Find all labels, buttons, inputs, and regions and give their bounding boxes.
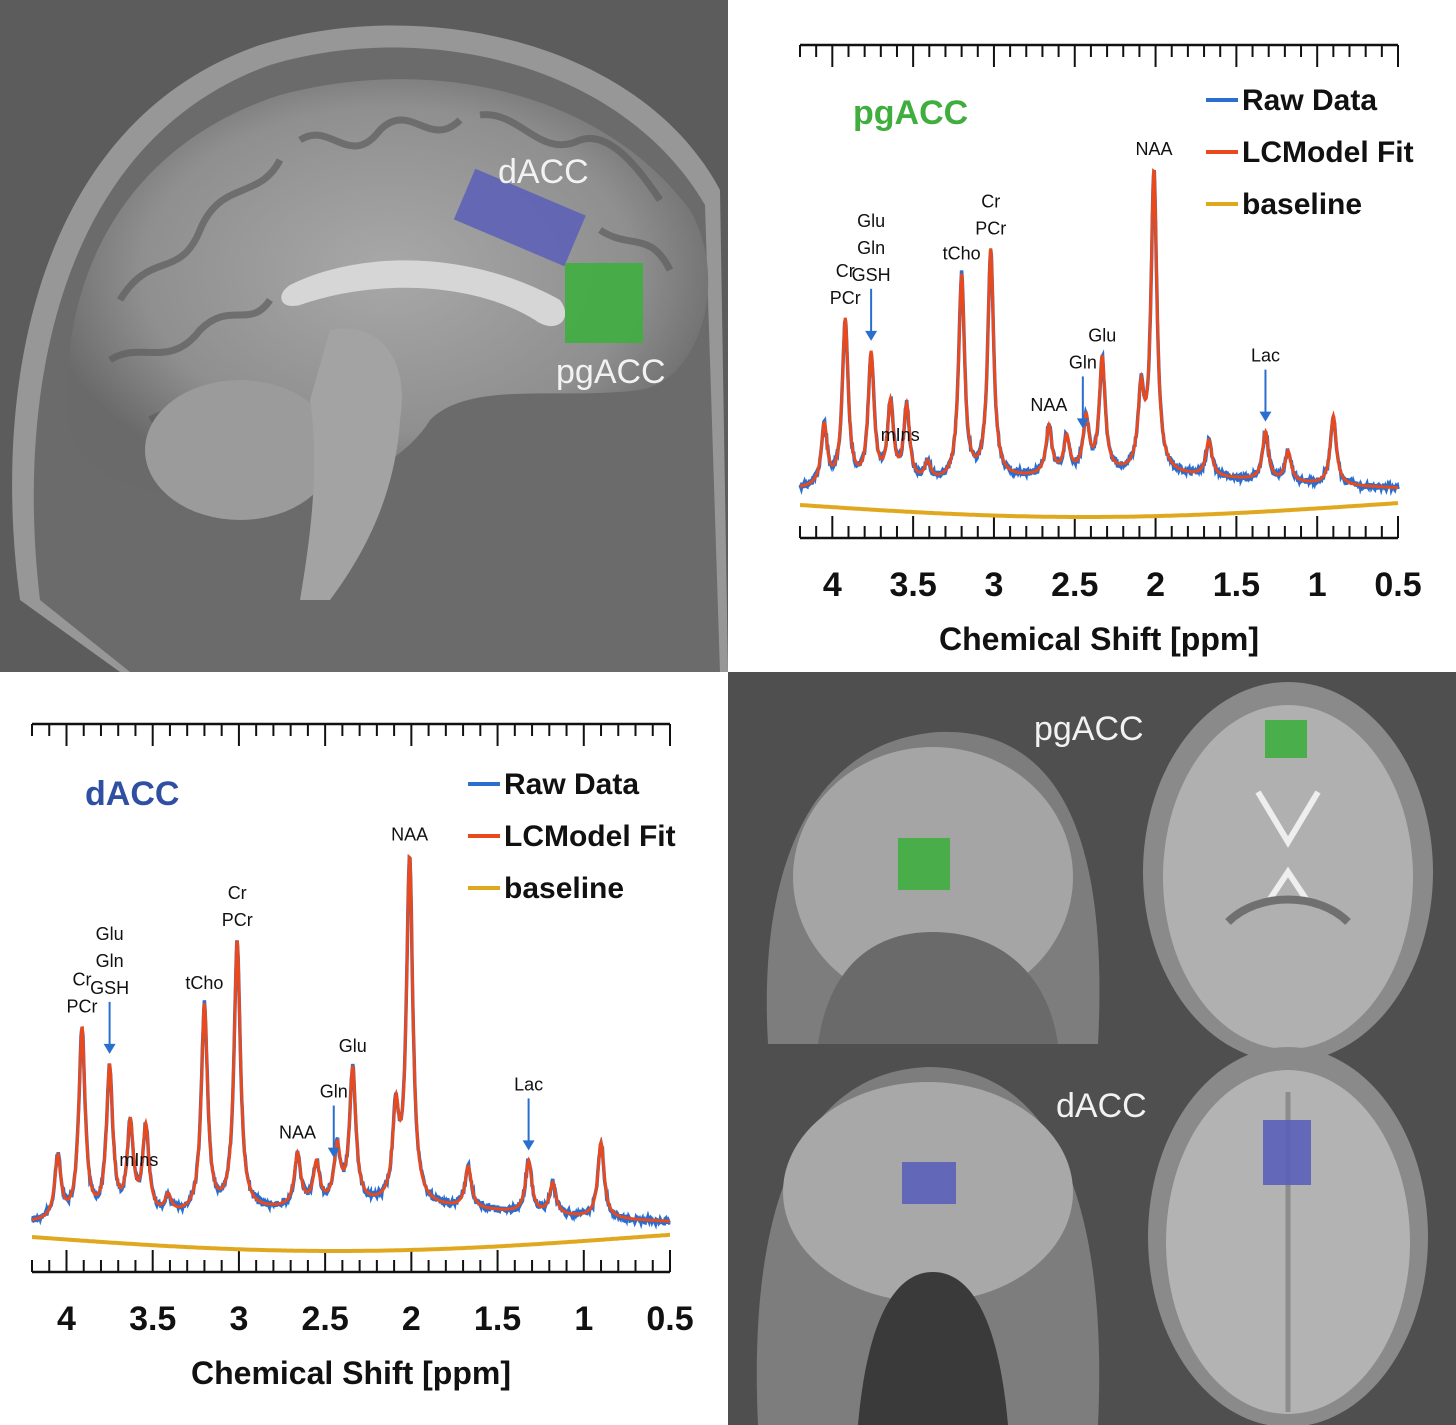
sagittal-mri-image: dACC pgACC — [0, 0, 728, 672]
x-tick-label: 1 — [1308, 566, 1327, 604]
axial-pgacc-roi — [1265, 720, 1307, 758]
corpus-callosum — [281, 260, 566, 327]
cerebellum — [145, 380, 335, 520]
brainstem — [300, 328, 402, 600]
peak-annotation: Glu — [339, 1036, 367, 1056]
lcmodel-fit-series-line — [31, 854, 670, 1223]
x-tick-label: 2.5 — [302, 1300, 349, 1338]
peak-annotation: mIns — [881, 425, 920, 445]
peak-annotation: GSH — [90, 978, 129, 998]
dacc-spectrum-chart: 4 3.5 3 2.5 2 1.5 1 0.5 Chemical Shift [ppm] Cr PC… — [30, 722, 694, 1391]
annotation-arrow-head — [522, 1140, 535, 1151]
annotation-arrow-head — [1076, 418, 1089, 429]
dacc-label: dACC — [498, 153, 589, 191]
peak-annotation: Cr — [981, 191, 1000, 211]
lcmodel-fit-series-line — [799, 168, 1398, 489]
peak-annotation: Gln — [857, 238, 885, 258]
axial-slice-pgacc — [1143, 682, 1433, 1062]
x-axis-title: Chemical Shift [ppm] — [191, 1355, 511, 1391]
pgacc-roi-box — [565, 263, 643, 343]
peak-annotation: Glu — [857, 211, 885, 231]
legend-raw-data-label: Raw Data — [1242, 84, 1377, 117]
annotation-arrow-head — [103, 1043, 116, 1054]
grid-dacc-label: dACC — [1056, 1087, 1147, 1125]
coronal-dacc-roi — [902, 1162, 956, 1204]
spectrum-region-title: dACC — [85, 775, 179, 813]
legend-raw-data-label: Raw Data — [504, 768, 639, 801]
peak-annotation: Cr — [228, 883, 247, 903]
peak-annotation: mIns — [119, 1150, 158, 1170]
peak-annotation: Lac — [514, 1074, 543, 1094]
peak-annotation: Cr — [73, 969, 92, 989]
dacc-roi-box — [453, 168, 586, 267]
x-tick-label: 3 — [984, 566, 1003, 604]
axial-coronal-mri-grid: pgACC dACC — [728, 672, 1456, 1425]
peak-annotation: GSH — [852, 265, 891, 285]
axial-slice-dacc — [1148, 1047, 1428, 1425]
x-axis-title: Chemical Shift [ppm] — [939, 621, 1259, 657]
grid-pgacc-label: pgACC — [1034, 710, 1144, 748]
peak-annotation: PCr — [975, 218, 1006, 238]
peak-annotation: Glu — [1088, 325, 1116, 345]
pgacc-spectrum-chart: 4 3.5 3 2.5 2 1.5 1 0.5 Chemical Shift [ppm] Cr PC… — [798, 43, 1422, 657]
pgacc-spectrum-panel: 4 3.5 3 2.5 2 1.5 1 0.5 Chemical Shift [ppm] Cr PC… — [728, 0, 1456, 672]
peak-annotation: NAA — [1135, 139, 1172, 159]
x-tick-label: 2.5 — [1051, 566, 1098, 604]
legend-lcmodel-fit-label: LCModel Fit — [1242, 136, 1414, 169]
peak-annotation: PCr — [222, 910, 253, 930]
sagittal-mri-svg: dACC pgACC — [0, 0, 728, 672]
x-tick-label: 3.5 — [890, 566, 937, 604]
peak-annotation: Cr — [836, 261, 855, 281]
spectrum-region-title: pgACC — [853, 94, 968, 132]
peak-annotation: Gln — [96, 951, 124, 971]
x-tick-label: 2 — [1146, 566, 1165, 604]
x-tick-label: 1.5 — [1213, 566, 1260, 604]
x-tick-label: 4 — [57, 1300, 76, 1338]
x-tick-label: 3.5 — [129, 1300, 176, 1338]
peak-annotation: Gln — [320, 1082, 348, 1102]
x-tick-label: 2 — [402, 1300, 421, 1338]
x-tick-label: 3 — [229, 1300, 248, 1338]
peak-annotation: NAA — [279, 1122, 316, 1142]
mri-grid-svg: pgACC dACC — [728, 672, 1456, 1425]
coronal-slice-pgacc — [766, 731, 1100, 1044]
axial-dacc-roi — [1263, 1120, 1311, 1185]
peak-annotation: tCho — [943, 244, 981, 264]
x-tick-label: 1.5 — [474, 1300, 521, 1338]
peak-annotation: PCr — [830, 288, 861, 308]
legend-baseline-label: baseline — [504, 872, 624, 905]
annotation-arrow-head — [865, 330, 878, 341]
legend-baseline-label: baseline — [1242, 188, 1362, 221]
annotation-arrow-head — [327, 1147, 340, 1158]
peak-annotation: NAA — [1030, 395, 1067, 415]
x-tick-label: 4 — [823, 566, 842, 604]
coronal-pgacc-roi — [898, 838, 950, 890]
baseline-series-line — [799, 501, 1399, 519]
peak-annotation: Glu — [96, 924, 124, 944]
dacc-spectrum-panel: 4 3.5 3 2.5 2 1.5 1 0.5 Chemical Shift [ppm] Cr PC… — [0, 672, 728, 1425]
peak-annotation: Gln — [1069, 352, 1097, 372]
pgacc-label: pgACC — [556, 353, 666, 391]
legend-lcmodel-fit-label: LCModel Fit — [504, 820, 676, 853]
annotation-arrow-head — [1259, 411, 1272, 422]
x-tick-label: 1 — [574, 1300, 593, 1338]
peak-annotation: NAA — [391, 825, 428, 845]
x-tick-label: 0.5 — [1374, 566, 1421, 604]
baseline-series-line — [31, 1232, 671, 1253]
coronal-slice-dacc — [756, 1067, 1100, 1425]
peak-annotation: tCho — [185, 973, 223, 993]
x-tick-label: 0.5 — [646, 1300, 693, 1338]
peak-annotation: PCr — [67, 996, 98, 1016]
peak-annotation: Lac — [1251, 346, 1280, 366]
